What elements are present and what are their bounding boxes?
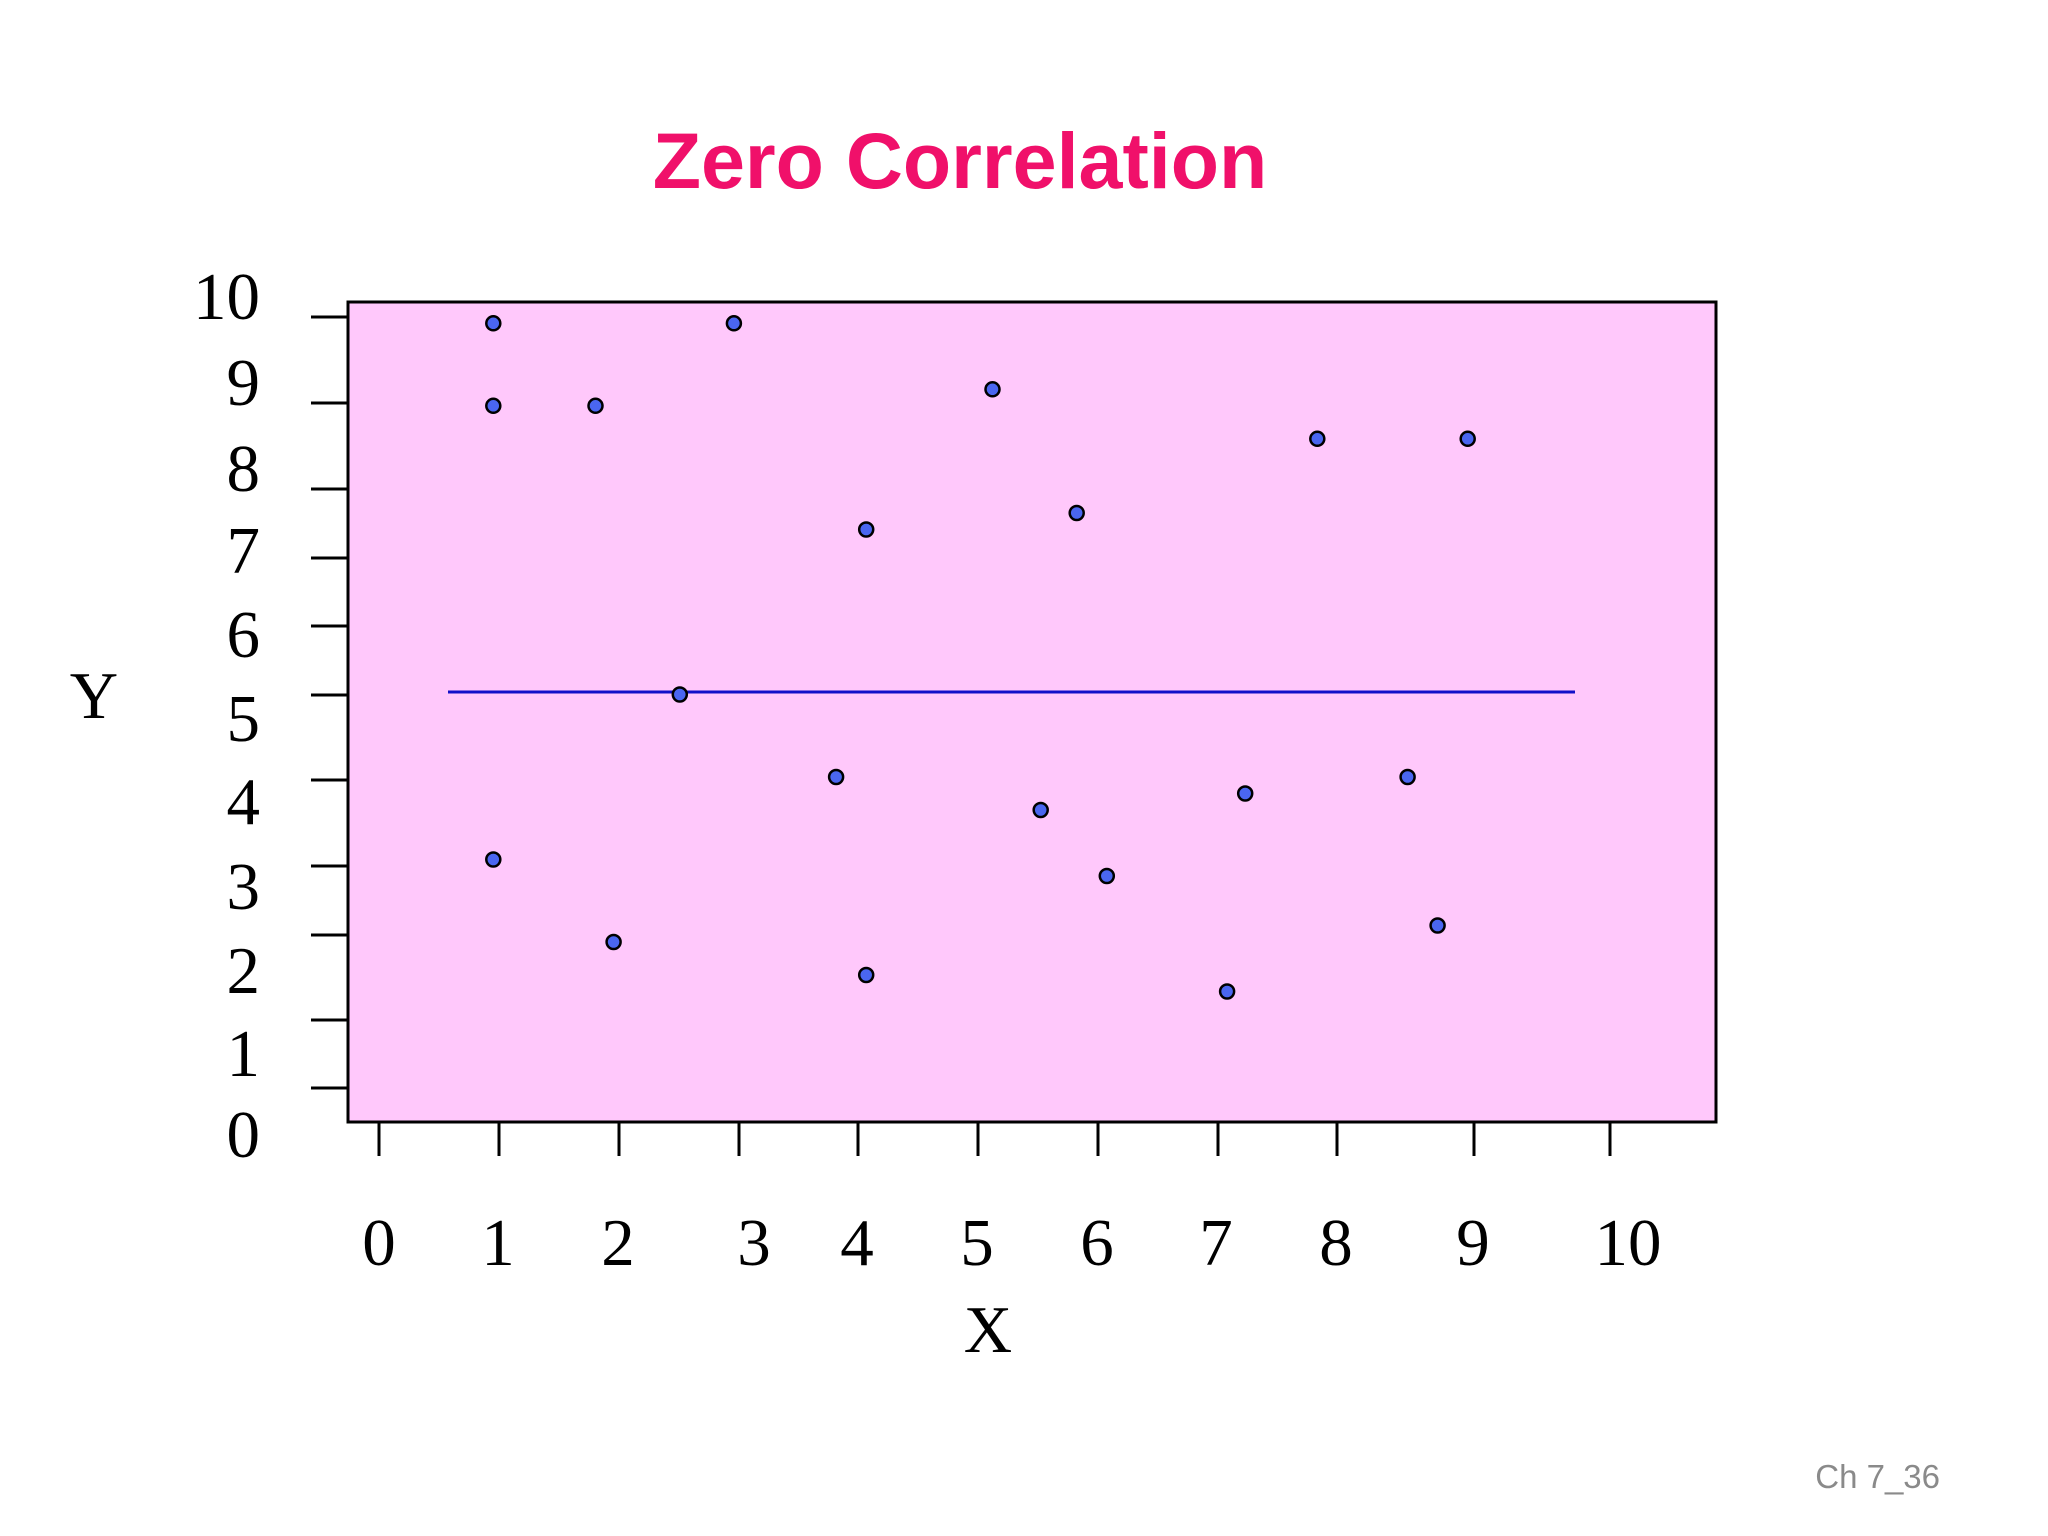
x-axis-ticks [377, 1122, 1612, 1156]
data-point [1236, 785, 1254, 802]
data-point [857, 966, 875, 984]
data-point [485, 315, 502, 332]
data-point [671, 686, 689, 703]
y-axis-tick-labels: 01 2 3 4 5 6 7 8 9 10 [193, 260, 260, 1172]
y-tick-label: 5 [227, 682, 261, 756]
x-tick-label: 5 [960, 1206, 994, 1280]
x-tick-label: 3 [737, 1206, 771, 1280]
x-axis-tick-labels: 0 1 2 3 4 5 6 7 8 9 10 [362, 1206, 1661, 1280]
x-tick-label: 4 [840, 1206, 874, 1280]
data-point [587, 397, 604, 415]
data-point [1429, 917, 1446, 934]
data-point [1309, 430, 1326, 448]
y-tick-label: 0 [227, 1098, 261, 1172]
data-point [1218, 983, 1236, 1000]
data-points [485, 315, 1476, 1000]
data-point [485, 397, 502, 415]
y-tick-label: 8 [227, 432, 261, 506]
x-tick-label: 2 [601, 1206, 635, 1280]
y-tick-label: 6 [227, 598, 261, 672]
chart-title: Zero Correlation [653, 116, 1268, 205]
data-point [485, 851, 502, 868]
data-point [1399, 768, 1416, 786]
x-tick-label: 1 [481, 1206, 515, 1280]
y-tick-label: 2 [227, 934, 261, 1008]
plot-area [346, 300, 1718, 1124]
data-point [1068, 504, 1085, 522]
y-tick-label: 10 [193, 260, 260, 334]
data-point [725, 315, 743, 332]
data-point [1032, 801, 1049, 819]
y-tick-label: 9 [227, 346, 261, 420]
x-tick-label: 8 [1319, 1206, 1353, 1280]
data-point [605, 933, 622, 951]
data-point [1098, 867, 1116, 885]
data-point [1459, 430, 1476, 448]
x-tick-label: 10 [1595, 1206, 1662, 1280]
y-tick-label: 3 [227, 850, 261, 924]
y-tick-label: 7 [227, 514, 261, 588]
data-point [984, 381, 1001, 398]
data-point [827, 768, 845, 786]
y-tick-label: 1 [227, 1017, 261, 1091]
x-tick-label: 9 [1456, 1206, 1490, 1280]
y-axis-label: Y [70, 659, 118, 733]
x-tick-label: 0 [362, 1206, 396, 1280]
x-tick-label: 7 [1199, 1206, 1233, 1280]
x-tick-label: 6 [1080, 1206, 1114, 1280]
y-axis-ticks [311, 315, 348, 1090]
x-axis-label: X [964, 1293, 1012, 1367]
data-point [857, 521, 875, 538]
slide-number: Ch 7_36 [1815, 1458, 1940, 1495]
y-tick-label: 4 [227, 765, 261, 839]
